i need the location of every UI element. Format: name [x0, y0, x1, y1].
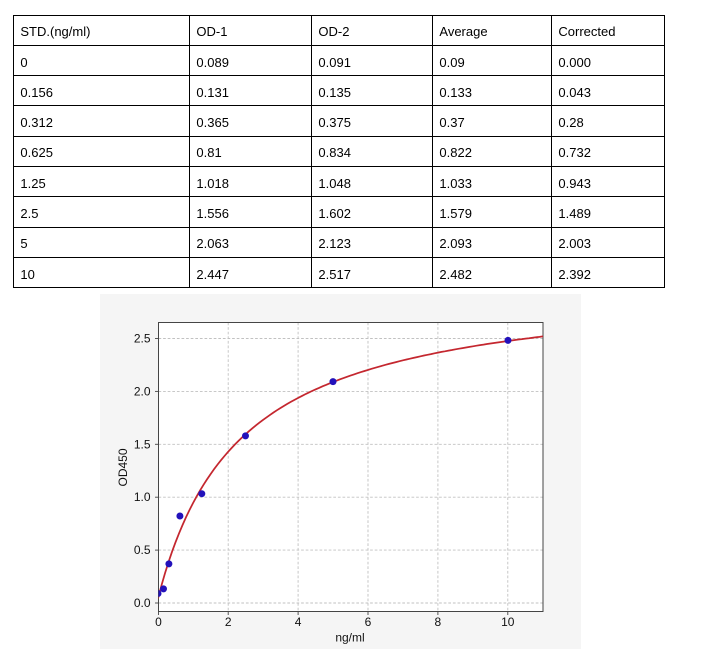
svg-text:OD450: OD450	[116, 448, 130, 486]
svg-text:2.5: 2.5	[134, 332, 151, 346]
svg-text:0.0: 0.0	[134, 596, 151, 610]
svg-text:0.5: 0.5	[134, 543, 151, 557]
svg-text:1.5: 1.5	[134, 437, 151, 451]
svg-text:1.0: 1.0	[134, 490, 151, 504]
svg-text:ng/ml: ng/ml	[335, 631, 364, 645]
svg-text:2.0: 2.0	[134, 384, 151, 398]
svg-text:10: 10	[501, 615, 515, 629]
svg-text:8: 8	[435, 615, 442, 629]
svg-text:0: 0	[155, 615, 162, 629]
svg-text:2: 2	[225, 615, 232, 629]
svg-text:4: 4	[295, 615, 302, 629]
svg-text:6: 6	[365, 615, 372, 629]
